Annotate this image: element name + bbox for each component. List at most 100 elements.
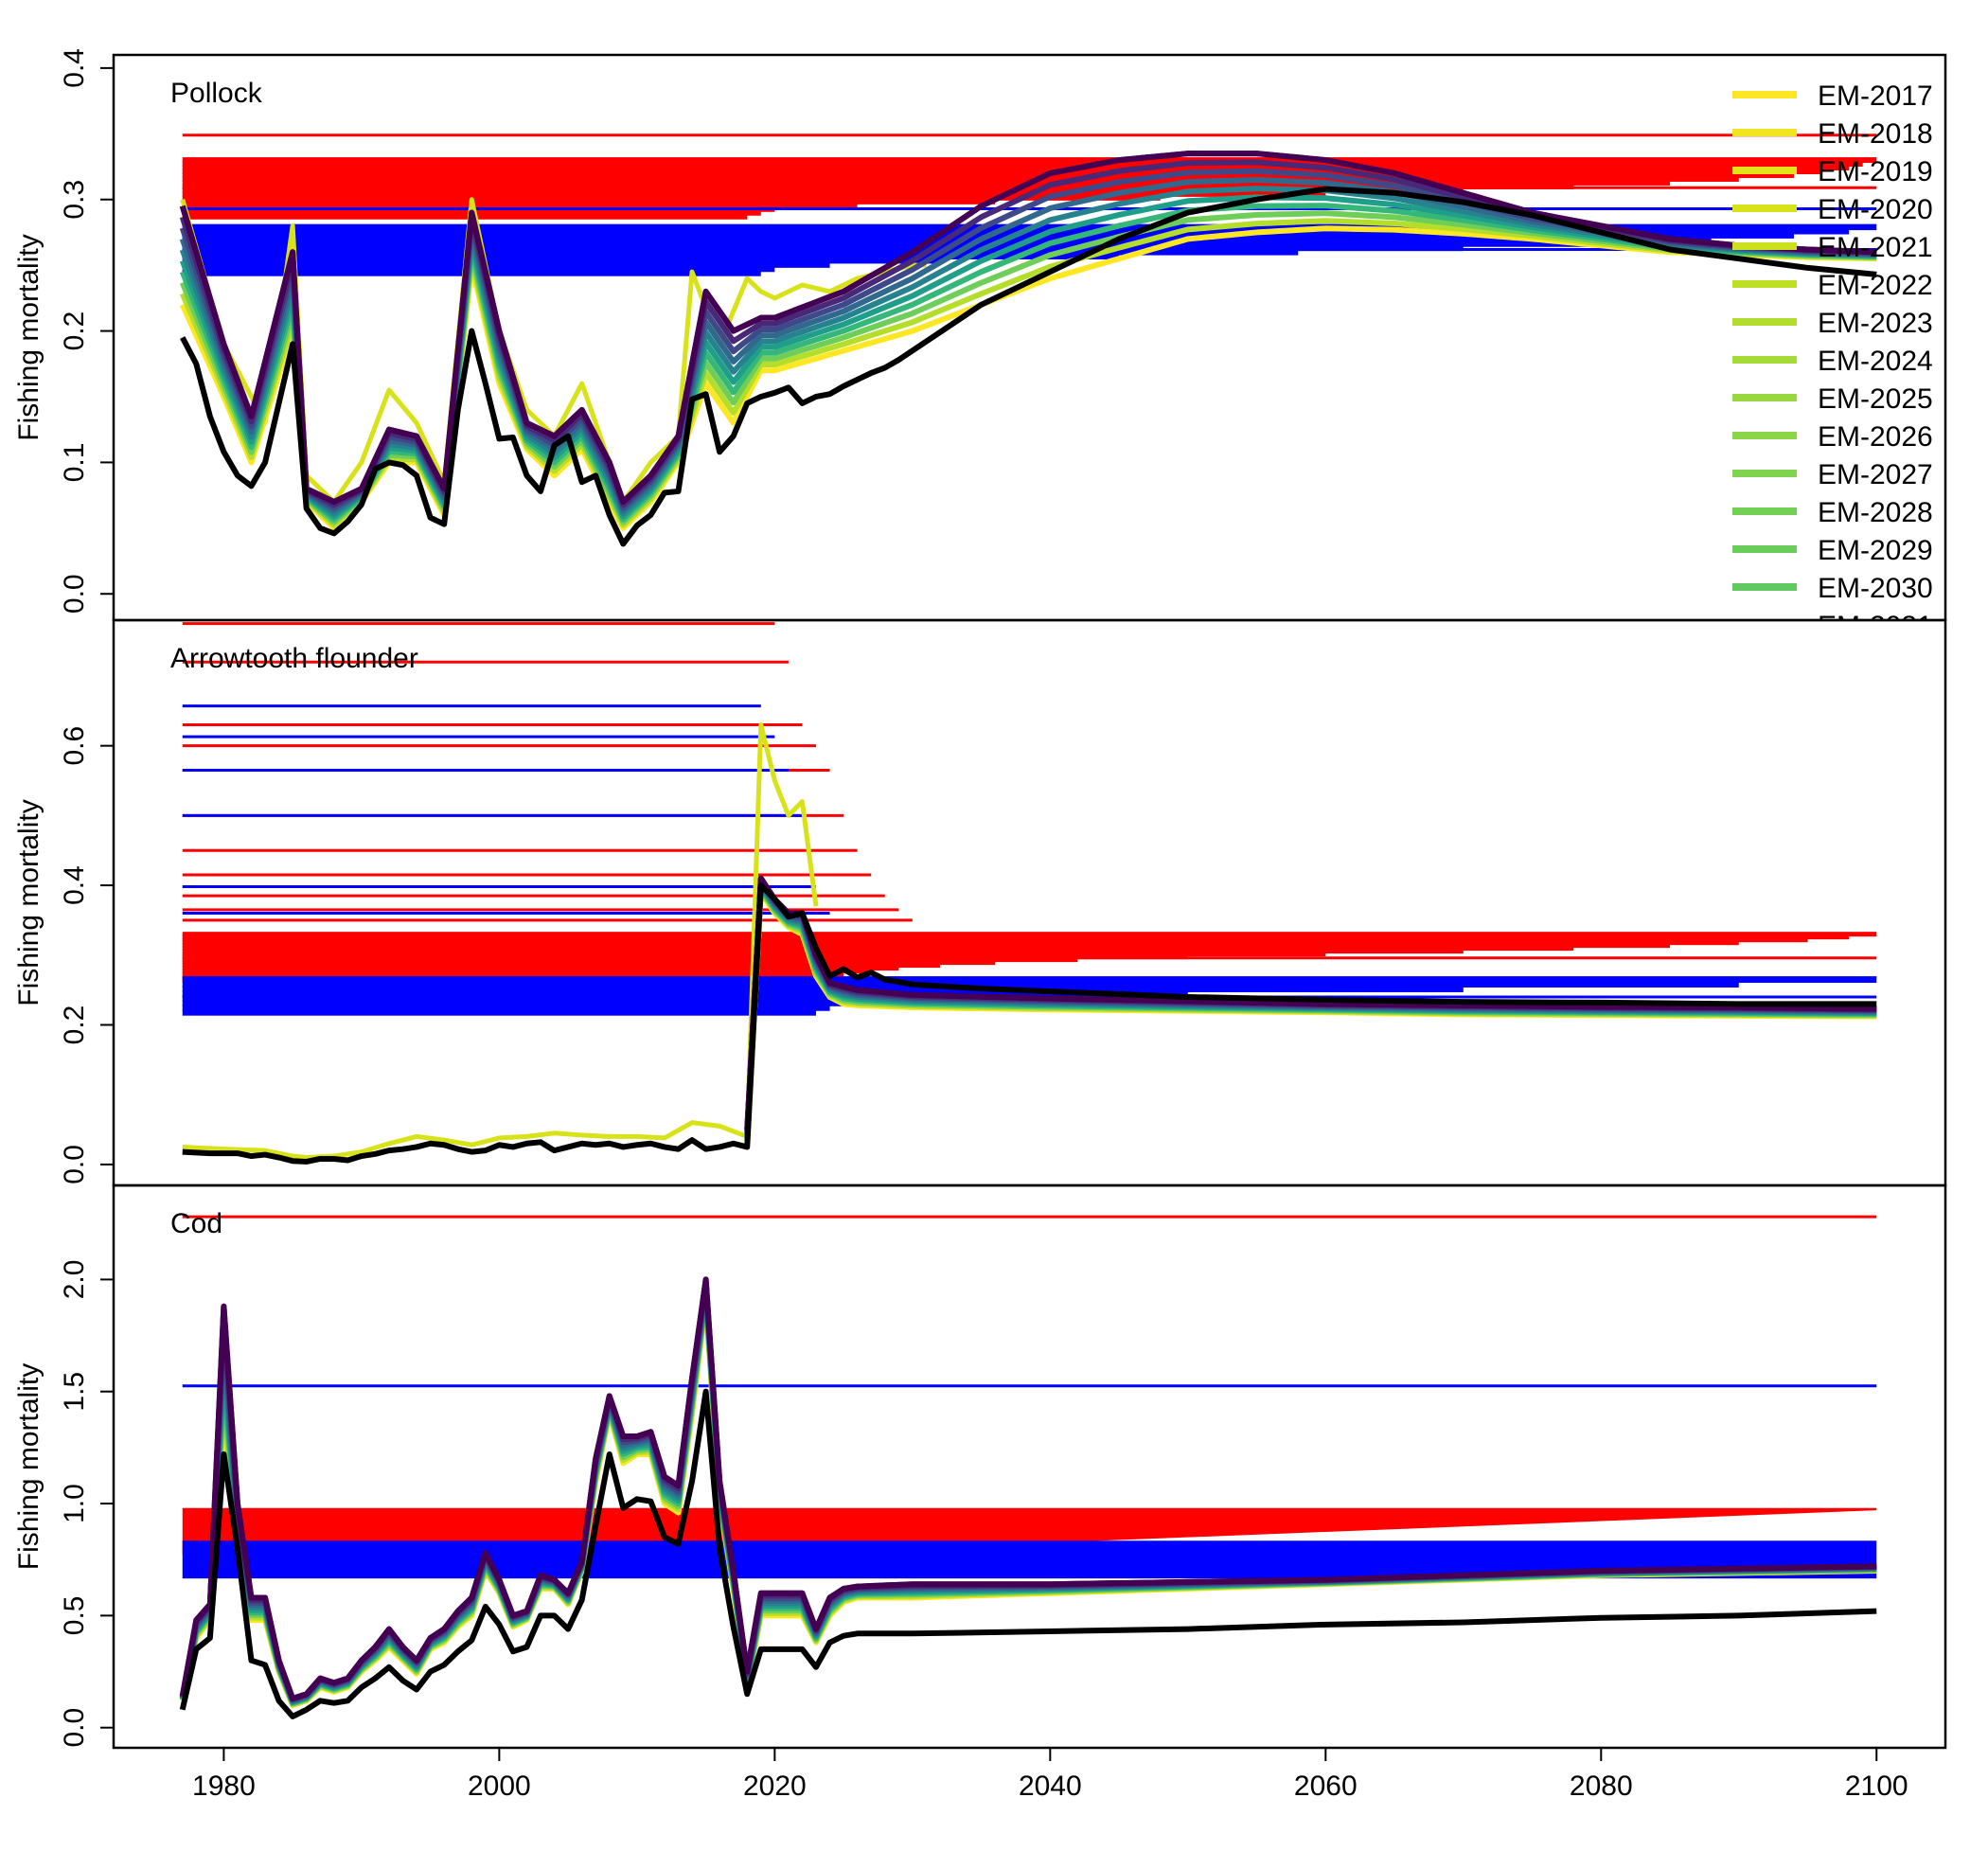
y-tick-label: 0.0 <box>59 1708 90 1748</box>
y-tick-label: 1.0 <box>59 1484 90 1523</box>
legend-entry: EM-2025 <box>1818 383 1933 415</box>
red-ref-band-line <box>182 157 1877 164</box>
blue-ref-band-line <box>182 253 1120 260</box>
blue-ref-band-line <box>182 981 1739 988</box>
om-line <box>180 186 1877 547</box>
y-tick-label: 0.2 <box>59 311 90 351</box>
em-series-line <box>744 889 1877 1144</box>
legend-entry: EM-2018 <box>1818 118 1933 150</box>
legend-entry: EM-2024 <box>1818 346 1933 377</box>
red-ref-band-line <box>182 190 1326 197</box>
blue-ref-band-line <box>182 1004 830 1011</box>
red-ref-band-line <box>182 937 1808 943</box>
y-tick-label: 0.3 <box>59 180 90 220</box>
red-ref-band-line <box>182 969 872 974</box>
y-tick-label: 0.0 <box>59 574 90 614</box>
legend-entry: EM-2031 <box>1818 611 1933 642</box>
red-ref-band-line <box>182 161 1863 168</box>
blue-ref-band-line <box>182 261 830 268</box>
om-line <box>179 1388 1877 1719</box>
legend: EM-2017 EM-2018 EM-2019 EM-2020 EM-2021 EM-20… <box>1732 80 1933 642</box>
x-tick-label: 2080 <box>1570 1771 1633 1802</box>
red-ref-band-line <box>182 202 858 208</box>
panel-frame <box>112 53 1947 622</box>
y-axis: 0.0 0.5 1.0 1.5 2.0 <box>59 1260 114 1748</box>
red-ref-band-line <box>182 943 1671 949</box>
legend-entry: EM-2020 <box>1818 194 1933 225</box>
blue-ref-band-line <box>182 244 1464 252</box>
y-tick-label: 2.0 <box>59 1260 90 1300</box>
plot-area <box>182 622 1877 1165</box>
red-ref-band-line <box>182 194 1161 201</box>
y-tick-label: 0.4 <box>59 865 90 905</box>
legend-entry: EM-2028 <box>1818 497 1933 528</box>
red-ref-band-line <box>182 957 1078 963</box>
plot-area <box>179 133 1877 547</box>
blue-ref-band-line <box>182 228 1850 235</box>
em-latest-line <box>179 1276 1877 1701</box>
legend-entry: EM-2022 <box>1818 270 1933 301</box>
y-tick-label: 1.5 <box>59 1372 90 1412</box>
red-ref-band-line <box>182 971 844 977</box>
x-tick-label: 1980 <box>192 1771 256 1802</box>
panel-title: Arrowtooth flounder <box>170 643 418 674</box>
red-ref-band-line <box>182 187 1464 193</box>
red-ref-band-line <box>182 932 1877 937</box>
legend-entry: EM-2017 <box>1818 80 1933 112</box>
panel-cod: 0.0 0.5 1.0 1.5 2.0 Fishing mortality Cod 1980 2… <box>13 1184 1947 1802</box>
reference-lines-red <box>182 622 1877 983</box>
y-tick-label: 0.6 <box>59 726 90 766</box>
x-axis: 1980 2000 2020 2040 2060 2080 2100 <box>192 1748 1908 1802</box>
red-ref-band-line <box>182 949 1464 954</box>
red-ref-band-line <box>182 171 1794 178</box>
red-ref-band-line <box>182 165 1850 171</box>
panel-frame <box>112 1184 1947 1750</box>
red-ref-band-line <box>182 966 899 971</box>
red-ref-band-line <box>182 946 1574 952</box>
red-ref-band-line <box>182 960 996 966</box>
panel-pollock: 0.0 0.1 0.2 0.3 0.4 Fishing mortality Pollock E… <box>13 48 1947 642</box>
y-tick-label: 0.2 <box>59 1006 90 1045</box>
blue-ref-band-line <box>182 249 1299 256</box>
legend-entry: EM-2027 <box>1818 459 1933 490</box>
legend-entry: EM-2030 <box>1818 573 1933 604</box>
panel-title: Cod <box>170 1208 222 1239</box>
em-early-line <box>182 722 819 1161</box>
plot-area <box>179 1215 1877 1719</box>
red-ref-band-line <box>182 179 1671 186</box>
x-tick-label: 2100 <box>1845 1771 1908 1802</box>
blue-ref-band-line <box>182 240 1602 247</box>
reference-lines-blue <box>182 1384 1877 1579</box>
y-axis-label: Fishing mortality <box>13 1363 44 1570</box>
em-latest-line <box>179 151 1877 506</box>
y-axis: 0.0 0.1 0.2 0.3 0.4 <box>59 48 114 614</box>
em-series-group <box>179 1276 1877 1709</box>
y-tick-label: 0.5 <box>59 1596 90 1636</box>
red-ref-band-line <box>182 934 1850 940</box>
legend-entry: EM-2026 <box>1818 421 1933 453</box>
y-tick-label: 0.1 <box>59 443 90 483</box>
red-ref-band-line <box>182 175 1739 182</box>
x-tick-label: 2040 <box>1019 1771 1082 1802</box>
em-series-group <box>744 875 1877 1144</box>
blue-ref-band-line <box>182 258 940 264</box>
om-line <box>182 882 1877 1165</box>
x-tick-label: 2060 <box>1294 1771 1358 1802</box>
red-ref-band-line <box>182 940 1739 946</box>
legend-entry: EM-2023 <box>1818 308 1933 339</box>
y-axis-label: Fishing mortality <box>13 234 44 440</box>
y-axis: 0.0 0.2 0.4 0.6 <box>59 726 114 1184</box>
red-ref-band-line <box>182 169 1822 174</box>
x-tick-label: 2000 <box>468 1771 531 1802</box>
y-axis-label: Fishing mortality <box>13 799 44 1006</box>
blue-ref-band-line <box>182 976 1877 984</box>
em-series-line <box>179 168 1877 511</box>
blue-ref-band-line <box>182 989 1188 997</box>
panel-arrowtooth-flounder: 0.0 0.2 0.4 0.6 Fishing mortality Arrowtooth … <box>13 618 1947 1187</box>
red-ref-band-line <box>182 963 940 969</box>
red-ref-band-line <box>182 213 748 220</box>
red-ref-band-line <box>182 198 996 205</box>
legend-entry: EM-2021 <box>1818 232 1933 263</box>
